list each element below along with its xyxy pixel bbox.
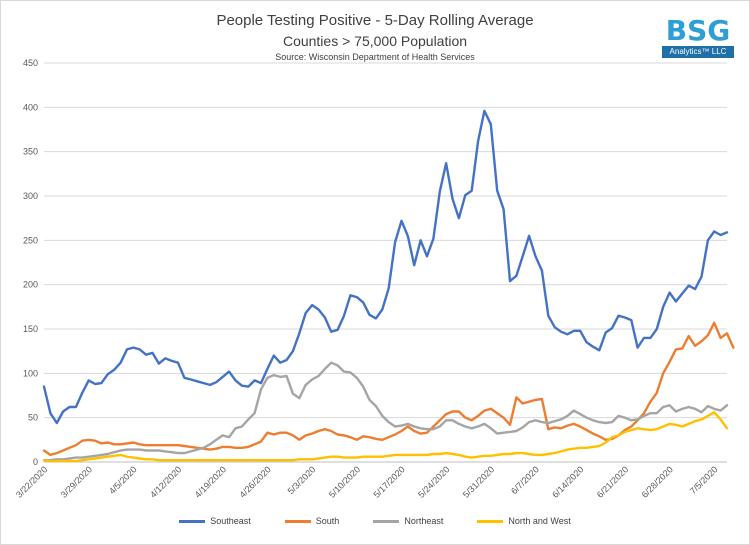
x-tick-label: 6/28/2020 [640, 464, 675, 499]
x-tick-label: 5/10/2020 [327, 464, 362, 499]
x-tick-label: 4/26/2020 [237, 464, 272, 499]
y-tick-label: 200 [23, 280, 38, 290]
legend-label: South [315, 516, 340, 526]
series-line-north-and-west [42, 411, 729, 463]
legend-swatch [373, 519, 400, 523]
x-tick-label: 6/7/2020 [509, 464, 541, 496]
legend-item: Southeast [179, 516, 251, 526]
legend-item: North and West [477, 516, 571, 526]
y-tick-label: 300 [23, 191, 38, 201]
x-tick-label: 5/24/2020 [416, 464, 451, 499]
chart-title: People Testing Positive - 5-Day Rolling … [216, 12, 534, 29]
y-tick-label: 400 [23, 102, 38, 112]
y-tick-label: 450 [23, 58, 38, 68]
bsg-logo: BSG Analytics™ LLC [662, 14, 734, 58]
x-tick-label: 3/22/2020 [14, 464, 49, 499]
x-tick-label: 4/19/2020 [193, 464, 228, 499]
x-tick-label: 4/12/2020 [148, 464, 183, 499]
series-line-northeast [42, 361, 729, 462]
legend-label: North and West [508, 516, 571, 526]
x-tick-label: 7/5/2020 [688, 464, 720, 496]
chart-legend: Southeast South Northeast North and West [0, 516, 750, 526]
x-tick-label: 6/14/2020 [550, 464, 585, 499]
x-tick-label: 5/31/2020 [461, 464, 496, 499]
y-tick-label: 350 [23, 147, 38, 157]
legend-item: Northeast [373, 516, 443, 526]
x-tick-label: 4/5/2020 [107, 464, 139, 496]
chart-source: Source: Wisconsin Department of Health S… [275, 52, 475, 62]
y-tick-label: 50 [28, 413, 38, 423]
y-tick-label: 150 [23, 324, 38, 334]
series-line-southeast [42, 109, 729, 425]
series-line-south [42, 321, 735, 457]
legend-swatch [179, 519, 206, 523]
logo-letters: BSG [665, 13, 731, 47]
x-tick-label: 5/3/2020 [286, 464, 318, 496]
legend-label: Southeast [210, 516, 251, 526]
x-tick-label: 3/29/2020 [59, 464, 94, 499]
chart-subtitle: Counties > 75,000 Population [282, 33, 468, 49]
x-tick-label: 5/17/2020 [371, 464, 406, 499]
y-tick-label: 100 [23, 368, 38, 378]
legend-label: Northeast [404, 516, 444, 526]
y-tick-label: 250 [23, 235, 38, 245]
logo-tagline: Analytics™ LLC [662, 46, 734, 58]
legend-swatch [477, 519, 504, 523]
y-tick-label: 0 [33, 457, 38, 467]
legend-item: South [284, 516, 340, 526]
x-tick-label: 6/21/2020 [595, 464, 630, 499]
legend-swatch [284, 519, 311, 523]
